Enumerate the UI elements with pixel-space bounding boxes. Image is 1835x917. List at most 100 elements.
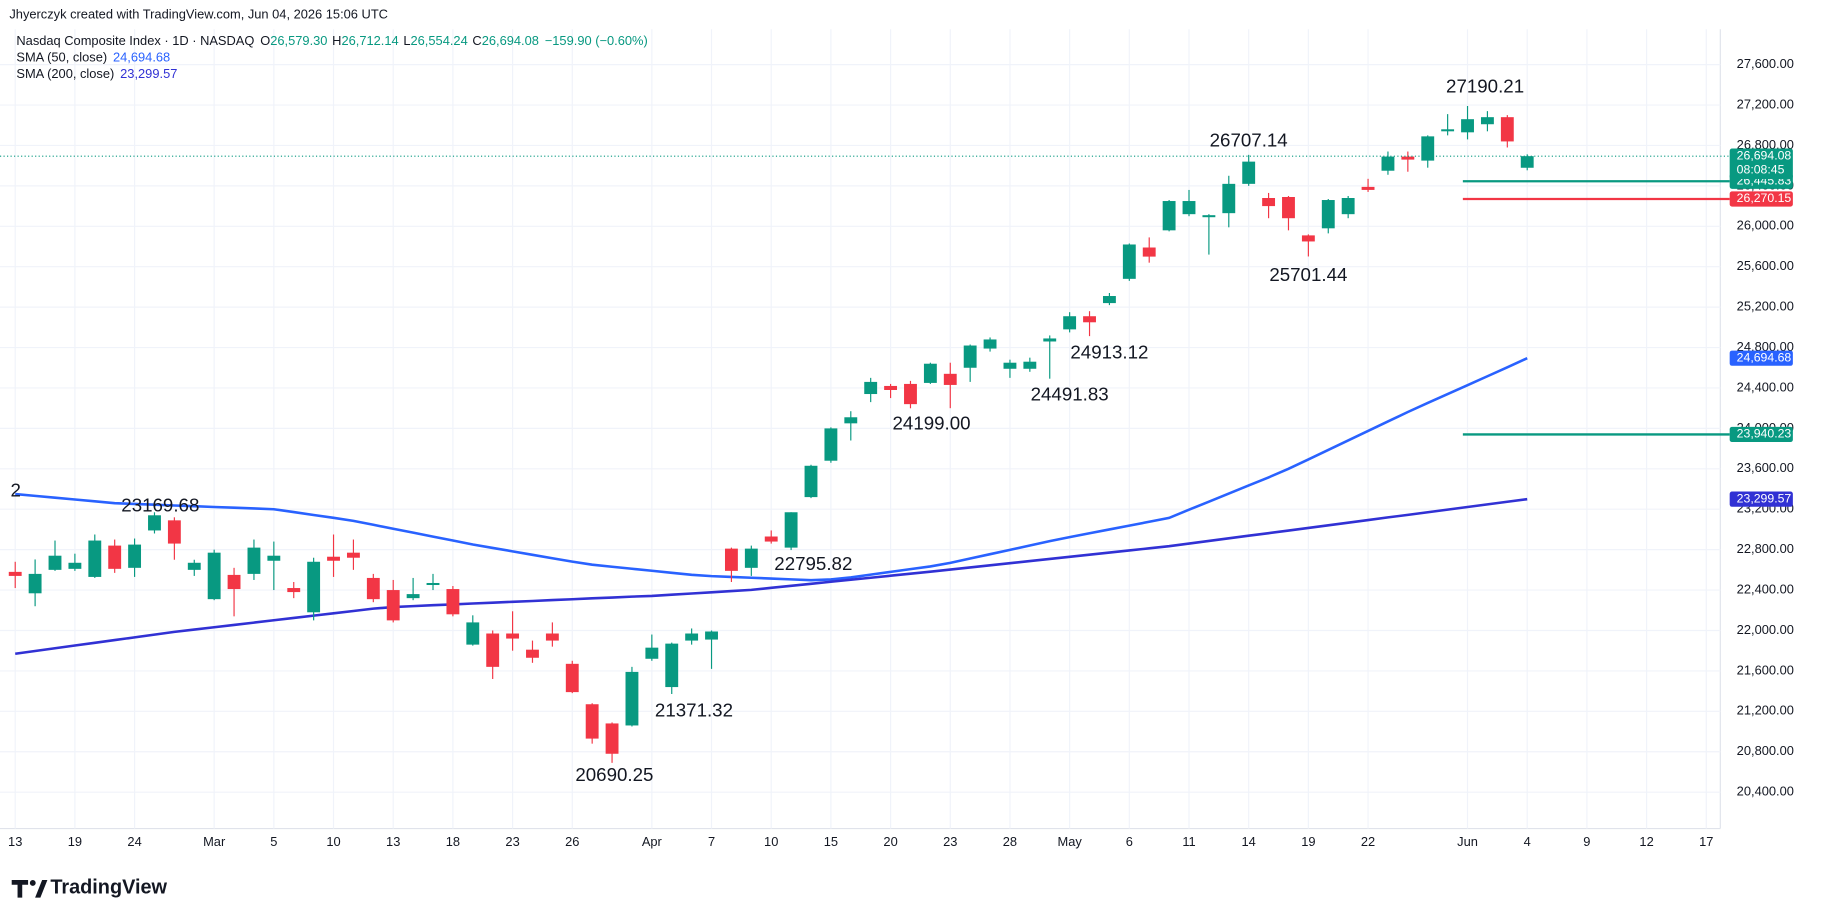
candle-body (506, 633, 520, 639)
grid (0, 29, 1721, 829)
legend-ohlc-label: L (403, 34, 410, 49)
level-badge-bg (1729, 426, 1793, 443)
legend-ohlc-label: H (332, 34, 341, 49)
x-tick-label: 11 (1182, 834, 1195, 849)
candle-body (963, 345, 977, 368)
candle-body (148, 515, 161, 531)
x-tick-label: 9 (1583, 834, 1590, 849)
candle-body (625, 671, 639, 726)
candle-body (386, 590, 400, 621)
y-tick-label: 20,800.00 (1737, 743, 1794, 758)
candle-body (68, 562, 82, 569)
candle-body (128, 544, 142, 568)
annotation: 24491.83 (1031, 383, 1109, 404)
candle-body (1202, 215, 1216, 218)
candle-body (1003, 362, 1017, 369)
x-tick-label: 26 (565, 834, 579, 849)
candle-body (346, 552, 360, 558)
legend-ohlc-value: 26,579.30 (270, 34, 327, 49)
legend-change: −159.90 (−0.60%) (545, 34, 648, 49)
x-tick-label: 28 (1003, 834, 1017, 849)
y-tick-label: 23,600.00 (1737, 460, 1794, 475)
x-tick-label: 19 (68, 834, 82, 849)
candle-body (48, 555, 62, 570)
level-badge-bg (1729, 191, 1793, 207)
candle-body (565, 663, 579, 693)
y-tick-label: 21,200.00 (1737, 703, 1794, 718)
candle-body (187, 562, 201, 570)
candle-body (724, 548, 738, 571)
level-badge: 23,940.23 (1737, 427, 1792, 441)
candle-body (307, 561, 321, 613)
legend-ohlc-value: 26,712.14 (341, 34, 398, 49)
candle-body (1341, 198, 1355, 215)
candle-body (904, 383, 917, 405)
candle-body (267, 555, 281, 561)
legend-ohlc-value: 26,694.08 (482, 34, 539, 49)
y-tick-label: 24,800.00 (1737, 339, 1794, 354)
x-tick-label: 13 (8, 834, 22, 849)
candle-body (983, 339, 997, 349)
annotation: 26707.14 (1210, 130, 1288, 151)
y-tick-label: 22,800.00 (1737, 541, 1794, 556)
legend-ohlc-value: 26,554.24 (411, 34, 468, 49)
candle-body (943, 373, 957, 385)
legend-sma-name: SMA (200, close) (16, 66, 114, 81)
candle-body (1401, 156, 1415, 160)
annotation: 22795.82 (774, 553, 852, 574)
candle-body (1122, 244, 1136, 279)
x-tick-label: Mar (203, 834, 226, 849)
candle-body (884, 385, 898, 390)
candle-body (685, 633, 699, 641)
candle-body (1102, 296, 1116, 304)
candle-body (28, 573, 42, 594)
candle-body (1282, 196, 1295, 219)
x-tick-label: 13 (386, 834, 400, 849)
candle-body (366, 577, 380, 600)
candle-body (1520, 156, 1534, 168)
annotation: 24913.12 (1070, 341, 1148, 362)
candle-body (247, 547, 261, 574)
y-tick-label: 22,400.00 (1737, 581, 1794, 596)
candle-body (1262, 198, 1276, 207)
candle-body (486, 633, 500, 667)
x-tick-label: 22 (1361, 834, 1375, 849)
candle-body (287, 588, 301, 593)
last-price-badge-bg (1729, 148, 1793, 179)
candle-body (88, 540, 102, 577)
x-tick-label: 18 (446, 834, 460, 849)
candle-body (864, 381, 878, 395)
candle-body (844, 417, 858, 424)
candle-body (426, 582, 440, 586)
sma-line (15, 497, 1528, 655)
candle-body (466, 622, 480, 645)
candle-body (8, 571, 22, 576)
candle-body (1421, 136, 1435, 161)
sma-badge: 23,299.57 (1737, 491, 1792, 505)
legend-title: Nasdaq Composite Index · 1D · NASDAQ (16, 34, 254, 49)
candle-body (1301, 235, 1315, 242)
level-badge: 26,270.15 (1737, 191, 1792, 205)
x-tick-label: 23 (505, 834, 519, 849)
y-tick-label: 20,400.00 (1737, 784, 1794, 799)
candle-body (406, 594, 420, 599)
candle-body (207, 552, 221, 600)
x-tick-label: 10 (326, 834, 340, 849)
y-tick-label: 22,000.00 (1737, 622, 1794, 637)
brand: TradingView (50, 876, 167, 898)
x-tick-label: 12 (1639, 834, 1653, 849)
candle-body (1242, 161, 1256, 184)
legend-ohlc-label: O (260, 34, 270, 49)
x-tick-label: Jun (1457, 834, 1478, 849)
annotation: 25701.44 (1269, 264, 1347, 285)
candle-body (1321, 200, 1335, 229)
sma-badge: 24,694.68 (1737, 350, 1792, 364)
candle-body (327, 556, 340, 561)
x-tick-label: May (1057, 834, 1082, 849)
y-tick-label: 25,200.00 (1737, 299, 1794, 314)
x-tick-label: 4 (1524, 834, 1531, 849)
x-tick-label: 5 (270, 834, 277, 849)
